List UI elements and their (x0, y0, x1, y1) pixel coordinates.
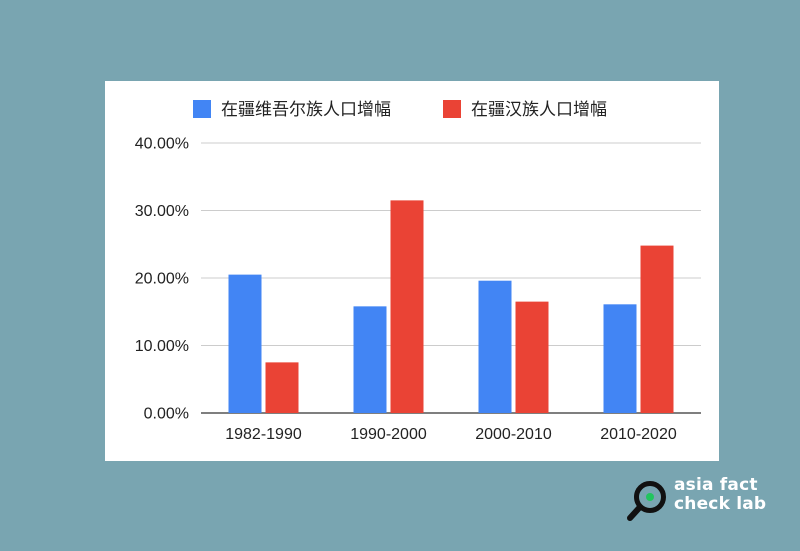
y-tick-label: 20.00% (135, 271, 189, 288)
bar-chart: 0.00% 10.00% 20.00% 30.00% 40.00% 1982-1990 19… (135, 100, 701, 443)
brand-line-2: check lab (674, 494, 767, 514)
x-tick-label: 2010-2020 (600, 426, 677, 443)
legend-swatch-uyghur (193, 100, 211, 118)
bar-han-2010-2020 (640, 245, 674, 413)
x-tick-label: 2000-2010 (475, 426, 552, 443)
legend-label-han: 在疆汉族人口增幅 (471, 100, 607, 120)
bar-uyghur-1982-1990 (228, 274, 262, 413)
y-tick-label: 0.00% (144, 406, 189, 423)
bar-uyghur-2000-2010 (478, 280, 512, 413)
bar-han-1982-1990 (265, 362, 299, 413)
brand-text: asia fact check lab (674, 476, 766, 514)
bar-han-1990-2000 (390, 200, 424, 413)
x-tick-label: 1982-1990 (225, 426, 302, 443)
legend-label-uyghur: 在疆维吾尔族人口增幅 (221, 100, 391, 120)
y-tick-label: 40.00% (135, 136, 189, 153)
legend-swatch-han (443, 100, 461, 118)
bar-han-2000-2010 (515, 301, 549, 413)
brand-logo: asia fact check lab (626, 474, 796, 526)
chart-panel: 0.00% 10.00% 20.00% 30.00% 40.00% 1982-1990 19… (105, 81, 719, 461)
magnifier-icon (627, 481, 666, 521)
y-tick-label: 30.00% (135, 203, 189, 220)
brand-line-1: asia fact (674, 475, 758, 495)
x-tick-label: 1990-2000 (350, 426, 427, 443)
y-tick-label: 10.00% (135, 338, 189, 355)
bar-uyghur-1990-2000 (353, 306, 387, 413)
bar-uyghur-2010-2020 (603, 304, 637, 413)
